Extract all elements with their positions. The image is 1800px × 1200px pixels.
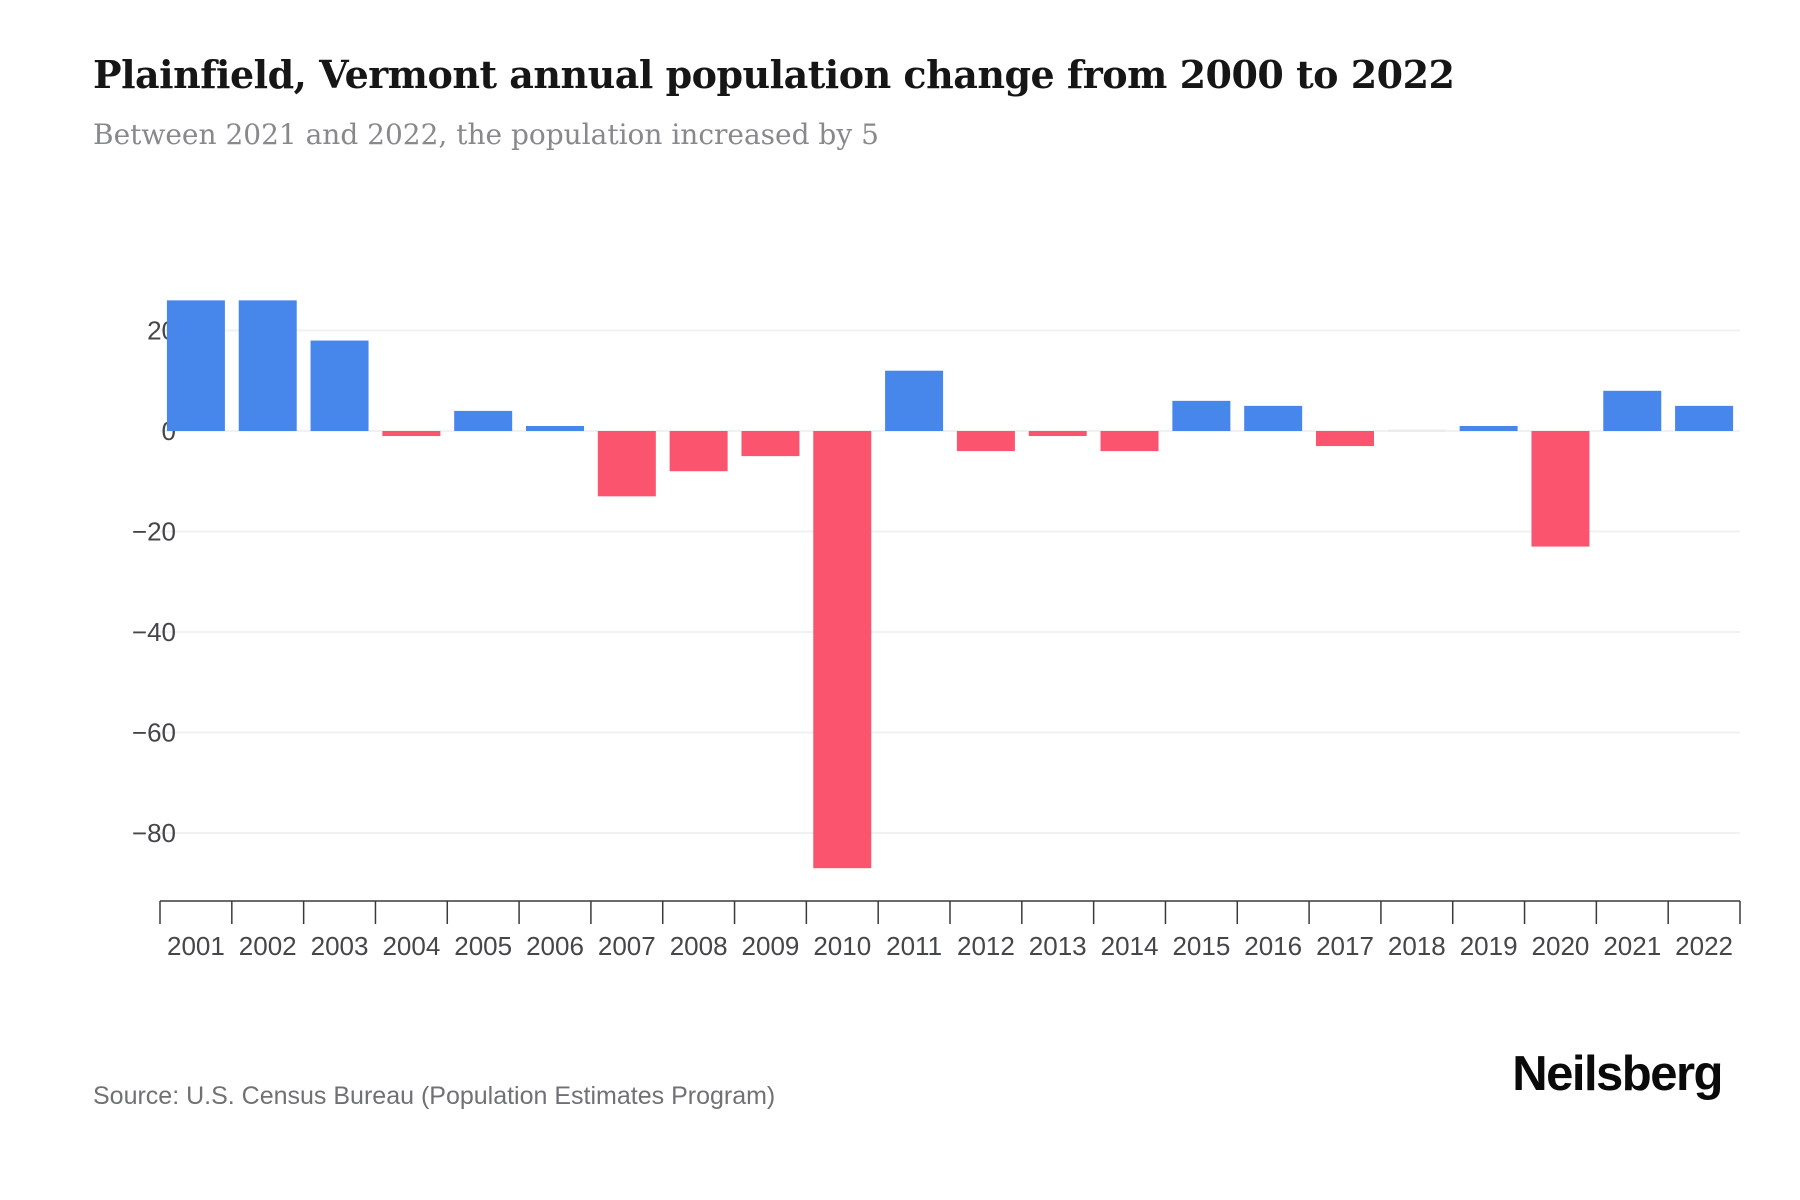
bar-2022[interactable]: [1675, 405, 1734, 431]
bar-2021[interactable]: [1603, 390, 1662, 431]
y-axis-label--80: −80: [132, 818, 176, 848]
x-axis-label-2022: 2022: [1675, 931, 1733, 961]
x-axis-label-2021: 2021: [1603, 931, 1661, 961]
x-axis-label-2010: 2010: [813, 931, 871, 961]
x-axis-label-2009: 2009: [742, 931, 800, 961]
x-axis-label-2001: 2001: [167, 931, 225, 961]
bar-2003[interactable]: [310, 340, 369, 431]
bar-2019[interactable]: [1459, 425, 1518, 431]
bar-2011[interactable]: [885, 370, 944, 431]
x-axis-label-2004: 2004: [382, 931, 440, 961]
bar-2009[interactable]: [741, 431, 800, 457]
bar-2014[interactable]: [1100, 431, 1159, 452]
bar-2004[interactable]: [382, 431, 441, 437]
chart-title: Plainfield, Vermont annual population ch…: [93, 52, 1455, 97]
bar-2018[interactable]: [1387, 429, 1446, 433]
bar-2010[interactable]: [813, 431, 872, 869]
chart-subtitle: Between 2021 and 2022, the population in…: [93, 118, 879, 151]
x-axis-label-2012: 2012: [957, 931, 1015, 961]
bar-2020[interactable]: [1531, 431, 1590, 547]
bar-2005[interactable]: [454, 410, 513, 431]
x-axis-label-2013: 2013: [1029, 931, 1087, 961]
bar-2013[interactable]: [1028, 431, 1087, 437]
x-axis-label-2014: 2014: [1101, 931, 1159, 961]
x-axis-label-2018: 2018: [1388, 931, 1446, 961]
x-axis-label-2005: 2005: [454, 931, 512, 961]
bar-2006[interactable]: [526, 425, 584, 431]
bar-2001[interactable]: [166, 300, 225, 431]
x-axis-label-2015: 2015: [1172, 931, 1230, 961]
bar-2012[interactable]: [956, 431, 1015, 452]
bar-2016[interactable]: [1244, 405, 1303, 431]
source-note: Source: U.S. Census Bureau (Population E…: [93, 1082, 776, 1110]
x-axis-label-2002: 2002: [239, 931, 297, 961]
y-axis-label--20: −20: [132, 517, 176, 547]
bar-2007[interactable]: [597, 431, 656, 497]
x-axis-label-2006: 2006: [526, 931, 584, 961]
population-bar-chart: 200−20−40−60−802001200220032004200520062…: [132, 300, 1741, 961]
x-axis-label-2019: 2019: [1460, 931, 1518, 961]
y-axis-label--40: −40: [132, 617, 176, 647]
x-axis-label-2017: 2017: [1316, 931, 1374, 961]
x-axis-label-2011: 2011: [886, 931, 942, 961]
x-axis-label-2016: 2016: [1244, 931, 1302, 961]
neilsberg-logo: Neilsberg: [1512, 1047, 1723, 1101]
x-axis-label-2008: 2008: [670, 931, 728, 961]
bar-2015[interactable]: [1172, 400, 1231, 431]
x-axis-label-2007: 2007: [598, 931, 656, 961]
bar-2008[interactable]: [669, 431, 728, 472]
y-axis-label--60: −60: [132, 718, 176, 748]
x-axis-label-2020: 2020: [1532, 931, 1590, 961]
x-axis-label-2003: 2003: [311, 931, 369, 961]
bar-2017[interactable]: [1316, 431, 1374, 447]
bar-2002[interactable]: [238, 300, 297, 431]
